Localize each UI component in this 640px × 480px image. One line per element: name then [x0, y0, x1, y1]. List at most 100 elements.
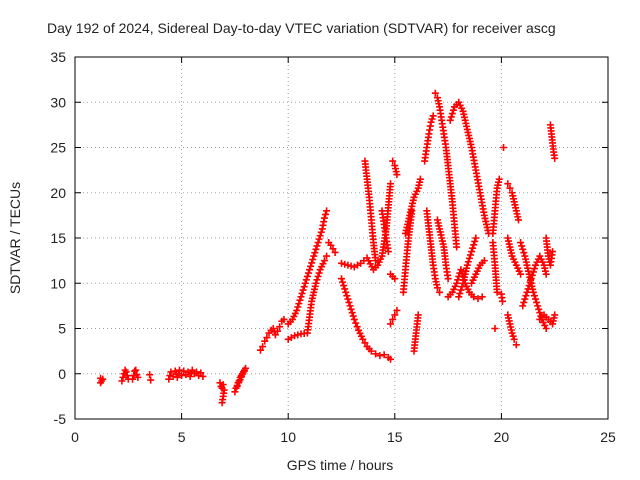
- data-point: [344, 295, 352, 303]
- data-point: [178, 372, 186, 380]
- data-point: [130, 372, 138, 380]
- data-point: [525, 282, 533, 290]
- data-point: [294, 331, 302, 339]
- data-point: [146, 371, 154, 379]
- data-point: [307, 262, 315, 270]
- data-point: [293, 306, 301, 314]
- data-point: [387, 180, 395, 188]
- data-point: [376, 352, 384, 360]
- data-point: [529, 268, 537, 276]
- data-point: [341, 260, 349, 268]
- data-point: [517, 270, 525, 278]
- data-point: [470, 293, 478, 301]
- data-point: [134, 373, 142, 381]
- data-point: [232, 384, 240, 392]
- data-point: [317, 228, 325, 236]
- data-point: [518, 242, 526, 250]
- data-point: [231, 388, 239, 396]
- data-point: [453, 279, 461, 287]
- data-point: [308, 259, 316, 267]
- data-point: [131, 367, 139, 375]
- data-point: [522, 292, 530, 300]
- data-point: [219, 381, 227, 389]
- data-point: [346, 302, 354, 310]
- data-point: [506, 184, 514, 192]
- data-point: [474, 295, 482, 303]
- data-point: [389, 157, 397, 165]
- data-point: [184, 368, 192, 376]
- y-tick-label: 0: [58, 366, 66, 382]
- data-point: [309, 255, 317, 263]
- data-point: [528, 271, 536, 279]
- data-point: [372, 350, 380, 358]
- data-point: [313, 276, 321, 284]
- data-point: [312, 245, 320, 253]
- data-point: [387, 320, 395, 328]
- data-point: [350, 315, 358, 323]
- data-point: [320, 257, 328, 265]
- data-point: [429, 112, 437, 120]
- data-point: [457, 286, 465, 294]
- data-point: [436, 288, 444, 296]
- y-tick-label: 30: [50, 94, 66, 110]
- data-point: [529, 288, 537, 296]
- data-point: [551, 311, 559, 319]
- data-point: [276, 323, 284, 331]
- data-point: [316, 232, 324, 240]
- data-point: [322, 210, 330, 218]
- data-point: [303, 272, 311, 280]
- data-point: [349, 312, 357, 320]
- data-point: [338, 275, 345, 283]
- data-point: [361, 339, 369, 347]
- data-point: [304, 269, 312, 277]
- data-point: [193, 368, 201, 376]
- data-point: [294, 303, 302, 311]
- data-point: [188, 366, 196, 374]
- data-point: [391, 275, 399, 283]
- data-point: [236, 373, 244, 381]
- data-point: [457, 266, 465, 274]
- data-point: [344, 261, 352, 269]
- data-point: [542, 325, 550, 332]
- data-point: [372, 257, 380, 265]
- data-point: [132, 366, 140, 374]
- data-point: [469, 244, 477, 252]
- data-point: [341, 285, 349, 293]
- data-point: [431, 89, 439, 97]
- data-point: [323, 252, 331, 260]
- data-point: [119, 373, 127, 381]
- data-point: [312, 279, 320, 287]
- y-tick-label: 25: [50, 140, 66, 156]
- data-point: [348, 309, 356, 317]
- x-tick-label: 10: [280, 429, 296, 445]
- data-point: [480, 257, 488, 265]
- data-point: [493, 288, 501, 296]
- data-point: [521, 295, 529, 303]
- data-point: [523, 288, 531, 296]
- data-point: [353, 323, 361, 331]
- data-point: [323, 207, 331, 215]
- data-point: [428, 115, 436, 123]
- x-tick-label: 5: [178, 429, 186, 445]
- data-point: [517, 239, 525, 247]
- x-tick-label: 15: [387, 429, 403, 445]
- data-point: [472, 234, 480, 242]
- data-point: [519, 245, 527, 253]
- data-point: [444, 275, 452, 283]
- y-tick-label: -5: [54, 411, 67, 427]
- data-point: [512, 341, 520, 349]
- y-tick-label: 5: [58, 321, 66, 337]
- data-point: [299, 286, 307, 294]
- data-point: [433, 284, 441, 292]
- data-point: [380, 351, 388, 359]
- data-point: [331, 248, 339, 256]
- data-point: [238, 370, 246, 378]
- data-point: [454, 276, 462, 284]
- data-point: [263, 334, 271, 342]
- data-point: [302, 276, 310, 284]
- data-point: [314, 239, 322, 247]
- data-point: [342, 288, 350, 296]
- data-point: [298, 289, 306, 297]
- data-point: [175, 366, 183, 374]
- data-point: [414, 311, 422, 319]
